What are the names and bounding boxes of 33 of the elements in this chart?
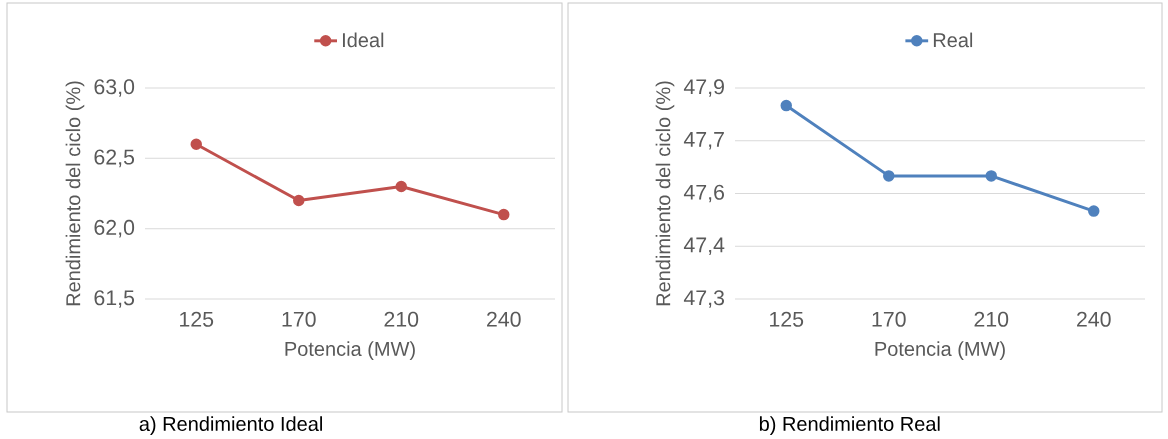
point xyxy=(985,170,997,182)
x-tick-label: 210 xyxy=(384,311,419,327)
text: a) Rendimiento Ideal xyxy=(139,416,322,435)
x-tick-label: 125 xyxy=(770,311,804,327)
x-tick-label: 210 xyxy=(974,311,1009,327)
point xyxy=(293,194,305,207)
x-tick-label: 170 xyxy=(872,311,906,327)
y-tick-label: 62,5 xyxy=(94,149,135,167)
x-axis-title: Potencia (MW) xyxy=(285,341,415,360)
x-axis-title: Potencia (MW) xyxy=(875,341,1005,360)
x-tick-label: 125 xyxy=(180,311,214,327)
y-tick-label: 47,6 xyxy=(683,184,725,203)
point xyxy=(190,138,202,150)
point xyxy=(780,99,792,112)
y-tick-label: 62,0 xyxy=(94,219,135,238)
y-tick-label: 47,7 xyxy=(683,131,724,150)
point xyxy=(395,180,407,193)
point xyxy=(498,208,510,221)
y-tick-label: 63,0 xyxy=(94,79,135,97)
y-axis-title: Rendimiento del ciclo (%) xyxy=(65,81,85,306)
y-tick-label: 47,9 xyxy=(683,79,724,97)
x-tick-label: 170 xyxy=(282,311,316,327)
legend-label: Real xyxy=(933,32,973,48)
point xyxy=(1088,205,1100,217)
point xyxy=(883,170,895,182)
legend-label: Ideal xyxy=(343,32,384,48)
y-tick-label: 47,4 xyxy=(683,237,725,255)
y-tick-label: 61,5 xyxy=(94,290,135,308)
y-axis-title: Rendimiento del ciclo (%) xyxy=(655,81,675,306)
y-tick-label: 47,3 xyxy=(683,290,725,308)
text: b) Rendimiento Real xyxy=(759,416,940,435)
x-tick-label: 240 xyxy=(487,311,521,327)
x-tick-label: 240 xyxy=(1077,311,1111,327)
